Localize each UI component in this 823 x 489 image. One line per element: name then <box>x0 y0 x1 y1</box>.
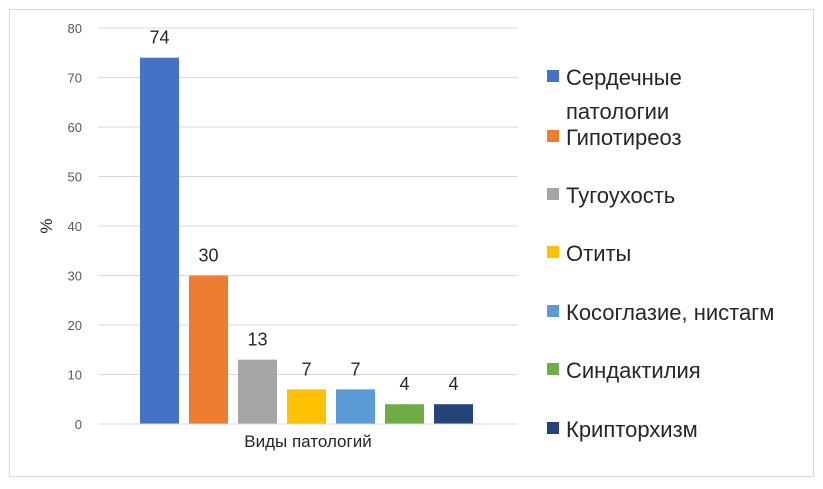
legend-swatch-6 <box>547 363 559 375</box>
legend-swatch-5 <box>547 305 559 317</box>
legend-label-3: Тугоухость <box>566 183 675 208</box>
legend-swatch-2 <box>547 130 559 142</box>
data-label-4: 7 <box>301 359 311 379</box>
legend-swatch-4 <box>547 246 559 258</box>
legend-label-2: Гипотиреоз <box>566 125 682 150</box>
legend-swatch-7 <box>547 422 559 434</box>
y-axis-title: % <box>37 218 56 233</box>
chart-frame <box>9 9 814 477</box>
y-tick-label: 0 <box>75 417 82 432</box>
data-label-7: 4 <box>448 374 458 394</box>
data-label-6: 4 <box>399 374 409 394</box>
y-tick-label: 30 <box>68 269 82 284</box>
data-label-3: 13 <box>247 330 267 350</box>
y-tick-label: 10 <box>68 368 82 383</box>
bar-7 <box>434 404 473 424</box>
bar-5 <box>336 389 375 424</box>
y-axis-ticks: 0 10 20 30 40 50 60 70 80 <box>68 21 82 432</box>
y-tick-label: 40 <box>68 219 82 234</box>
y-tick-label: 70 <box>68 71 82 86</box>
y-tick-label: 50 <box>68 170 82 185</box>
data-label-1: 74 <box>149 28 169 48</box>
legend-label-5: Косоглазие, нистагм <box>566 300 774 325</box>
bar-1 <box>140 57 179 424</box>
legend-label-6: Синдактилия <box>566 358 701 383</box>
legend-label-4: Отиты <box>566 241 631 266</box>
bar-2 <box>189 275 228 424</box>
y-tick-label: 20 <box>68 318 82 333</box>
bars <box>140 57 473 424</box>
y-tick-label: 80 <box>68 21 82 36</box>
data-label-5: 7 <box>350 359 360 379</box>
legend-swatch-1 <box>547 70 559 82</box>
bar-6 <box>385 404 424 424</box>
legend-label-1: Сердечные патологии <box>566 65 682 124</box>
x-axis-title: Виды патологий <box>244 432 371 451</box>
y-tick-label: 60 <box>68 120 82 135</box>
bar-3 <box>238 359 277 424</box>
legend-swatch-3 <box>547 188 559 200</box>
data-label-2: 30 <box>198 246 218 266</box>
bar-4 <box>287 389 326 424</box>
legend-label-7: Крипторхизм <box>566 417 698 442</box>
